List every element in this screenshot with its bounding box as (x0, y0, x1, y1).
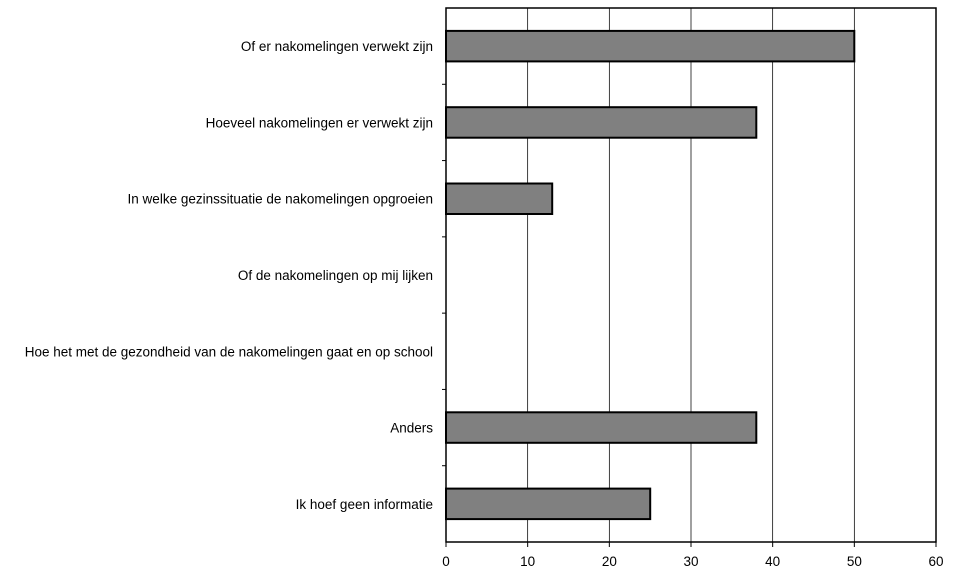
bar (445, 411, 758, 444)
x-tick-label: 20 (602, 554, 617, 569)
category-label: Hoeveel nakomelingen er verwekt zijn (206, 115, 433, 130)
category-label-line: Hoeveel nakomelingen er verwekt zijn (206, 115, 433, 130)
bar (445, 487, 652, 521)
x-tick-label: 10 (520, 554, 535, 569)
category-labels: Of er nakomelingen verwekt zijn Hoeveel n… (25, 39, 434, 512)
x-tick-label: 0 (442, 554, 450, 569)
x-tick-label: 30 (683, 554, 698, 569)
category-label-line: Hoe het met de gezondheid van de nakomel… (25, 344, 433, 359)
bar (445, 106, 758, 139)
axes (442, 7, 937, 547)
gridlines (527, 8, 855, 542)
category-label: Ik hoef geen informatie (296, 497, 433, 512)
category-label-line: Anders (390, 421, 433, 436)
bar (445, 29, 856, 63)
category-label-line: Ik hoef geen informatie (296, 497, 433, 512)
category-label: Of de nakomelingen op mij lijken (238, 268, 433, 283)
category-label-line: Of er nakomelingen verwekt zijn (241, 39, 433, 54)
category-label: Hoe het met de gezondheid van de nakomel… (25, 344, 433, 359)
x-tick-label: 40 (765, 554, 780, 569)
bar (445, 182, 554, 215)
bars (445, 29, 856, 521)
x-tick-label: 50 (847, 554, 862, 569)
tick-labels: 0 10 20 30 40 50 60 (442, 554, 943, 569)
category-label-line: Of de nakomelingen op mij lijken (238, 268, 433, 283)
category-label: Anders (390, 421, 433, 436)
category-label: In welke gezinssituatie de nakomelingen … (128, 192, 433, 207)
category-label-line: In welke gezinssituatie de nakomelingen … (128, 192, 433, 207)
x-tick-label: 60 (928, 554, 943, 569)
category-label: Of er nakomelingen verwekt zijn (241, 39, 433, 54)
